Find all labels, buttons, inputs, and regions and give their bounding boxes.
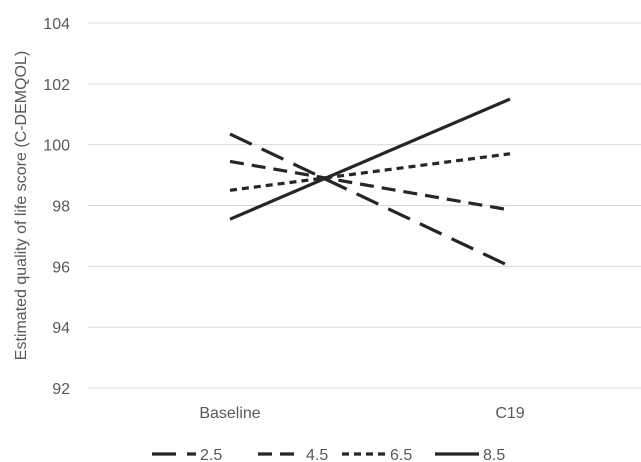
x-tick-label-baseline: Baseline [199, 405, 260, 422]
legend-item-6.5: 6.5 [342, 447, 412, 462]
legend-item-8.5: 8.5 [435, 447, 505, 462]
legend-item-2.5: 2.5 [152, 447, 222, 462]
x-tick-label-c19: C19 [495, 405, 524, 422]
y-tick-label-104: 104 [43, 16, 70, 33]
y-axis-title: Estimated quality of life score (C-DEMQO… [13, 51, 30, 360]
legend: 2.5 4.5 6.5 8.5 [152, 447, 505, 462]
y-tick-label-100: 100 [43, 138, 70, 155]
gridlines [88, 22, 641, 389]
legend-label-8.5: 8.5 [483, 447, 505, 462]
legend-label-6.5: 6.5 [390, 447, 412, 462]
legend-label-2.5: 2.5 [200, 447, 222, 462]
series-line-8.5 [229, 97, 511, 221]
y-axis-tick-labels: 92 94 96 98 100 102 104 [43, 16, 70, 398]
y-tick-label-92: 92 [52, 381, 70, 398]
y-tick-label-102: 102 [43, 77, 70, 94]
legend-item-4.5: 4.5 [258, 447, 328, 462]
legend-label-4.5: 4.5 [306, 447, 328, 462]
y-tick-label-94: 94 [52, 320, 70, 337]
y-tick-label-96: 96 [52, 259, 70, 276]
series-line-2.5 [229, 132, 511, 268]
series-lines [229, 97, 511, 268]
x-axis-tick-labels: Baseline C19 [199, 405, 524, 422]
y-tick-label-98: 98 [52, 199, 70, 216]
series-line-4.5 [229, 159, 511, 212]
